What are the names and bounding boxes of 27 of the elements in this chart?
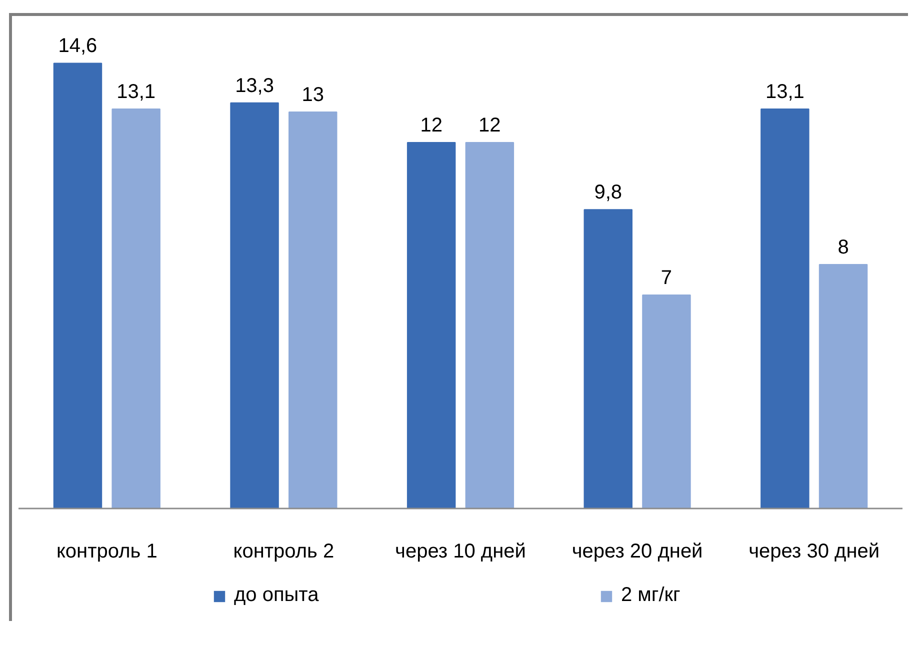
data-label: 7	[660, 267, 672, 290]
bar	[53, 62, 102, 508]
bar	[230, 102, 279, 508]
x-tick-label: контроль 1	[56, 540, 158, 562]
bar	[288, 112, 338, 508]
x-tick-label: через 20 дней	[572, 540, 703, 562]
data-label: 13,1	[116, 80, 156, 103]
bar	[584, 209, 632, 508]
x-tick-label: контроль 2	[233, 540, 334, 562]
bar	[760, 108, 810, 508]
data-label: 13,1	[765, 80, 804, 103]
data-label: 12	[420, 114, 442, 137]
x-tick-label: через 10 дней	[395, 540, 526, 562]
bar	[818, 264, 868, 508]
data-label: 12	[478, 114, 501, 137]
bar	[642, 294, 691, 508]
data-label: 14,6	[58, 35, 98, 58]
bar	[465, 142, 514, 508]
legend-label: до опыта	[234, 584, 319, 607]
bar	[112, 108, 160, 508]
legend-label: 2 мг/кг	[621, 584, 680, 607]
data-label: 13,3	[235, 74, 274, 97]
data-label: 13	[302, 84, 324, 106]
data-label: 8	[838, 236, 849, 259]
data-label: 9,8	[594, 182, 622, 204]
x-tick-label: через 30 дней	[748, 540, 880, 562]
bar	[406, 142, 456, 508]
